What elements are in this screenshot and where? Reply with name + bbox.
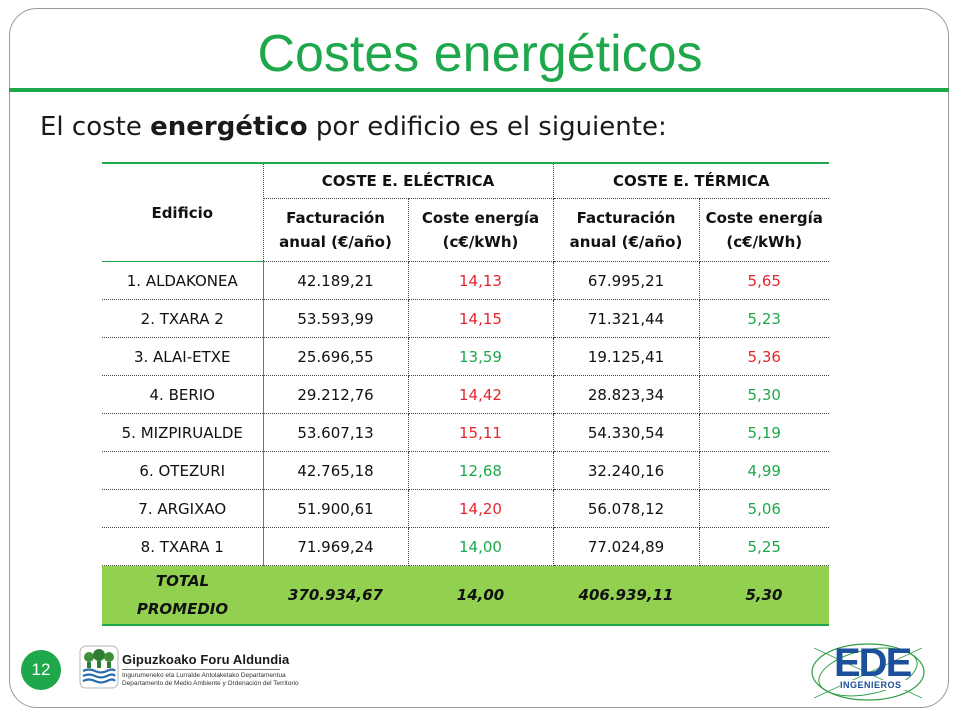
thermal-cost-cell: 5,30 [699, 375, 829, 414]
header-billing-line2: anual (€/año) [569, 233, 683, 251]
building-name-cell: 8. TXARA 1 [102, 527, 264, 566]
gipuzkoa-shield-icon [79, 645, 119, 689]
electric-billing-cell: 42.765,18 [263, 451, 409, 490]
electric-cost-cell: 14,13 [408, 261, 554, 300]
thermal-cost-cell: 5,19 [699, 413, 829, 452]
gipuzkoa-divider [122, 669, 280, 670]
gipuzkoa-dept-es: Departamento de Medio Ambiente y Ordenac… [122, 680, 299, 687]
ede-letters: EDE [834, 641, 912, 685]
thermal-billing-cell: 19.125,41 [553, 337, 700, 376]
subtitle-bold: energético [150, 112, 308, 142]
slide-frame [9, 8, 949, 708]
gipuzkoa-dept-eu: Ingurumeneko eta Lurralde Antolaketako D… [122, 672, 286, 679]
building-name-cell: 5. MIZPIRUALDE [102, 413, 264, 452]
thermal-billing-cell: 54.330,54 [553, 413, 700, 452]
table-row: 5. MIZPIRUALDE 53.607,13 15,11 54.330,54 5,1… [102, 413, 829, 452]
energy-cost-table: Edificio COSTE E. ELÉCTRICA COSTE E. TÉR… [102, 162, 829, 626]
total-thermal-billing: 406.939,11 [553, 565, 699, 626]
electric-billing-cell: 53.593,99 [263, 299, 409, 338]
thermal-billing-cell: 67.995,21 [553, 261, 700, 300]
electric-billing-cell: 51.900,61 [263, 489, 409, 528]
thermal-cost-cell: 5,65 [699, 261, 829, 300]
header-cost-line1: Coste energía [705, 209, 823, 227]
electric-cost-cell: 14,00 [408, 527, 554, 566]
thermal-cost-cell: 4,99 [699, 451, 829, 490]
page-number-badge: 12 [21, 650, 61, 690]
header-cost-line1: Coste energía [421, 209, 540, 227]
header-cost-line2: (c€/kWh) [442, 233, 519, 251]
thermal-billing-cell: 32.240,16 [553, 451, 700, 490]
header-billing-line1: Facturación [286, 209, 385, 227]
thermal-billing-cell: 71.321,44 [553, 299, 700, 338]
header-building: Edificio [102, 162, 264, 262]
electric-cost-cell: 13,59 [408, 337, 554, 376]
building-name-cell: 3. ALAI-ETXE [102, 337, 264, 376]
total-label-line2: PROMEDIO [136, 600, 229, 618]
header-billing-line2: anual (€/año) [279, 233, 392, 251]
electric-cost-cell: 15,11 [408, 413, 554, 452]
total-electric-billing: 370.934,67 [263, 565, 408, 626]
ede-logo-text: EDE INGENIEROS [834, 641, 912, 690]
total-electric-cost: 14,00 [408, 565, 553, 626]
table-row: 4. BERIO 29.212,76 14,42 28.823,34 5,30 [102, 375, 829, 414]
header-electric-billing: Facturación anual (€/año) [263, 198, 409, 262]
slide-title: Costes energéticos [257, 25, 703, 83]
thermal-cost-cell: 5,36 [699, 337, 829, 376]
electric-cost-cell: 14,15 [408, 299, 554, 338]
building-name-cell: 4. BERIO [102, 375, 264, 414]
header-thermal-cost: Coste energía (c€/kWh) [699, 198, 829, 262]
gipuzkoa-name: Gipuzkoako Foru Aldundia [122, 652, 290, 667]
table-row: 3. ALAI-ETXE 25.696,55 13,59 19.125,41 5,36 [102, 337, 829, 376]
header-electric-group: COSTE E. ELÉCTRICA [263, 162, 554, 199]
thermal-cost-cell: 5,06 [699, 489, 829, 528]
total-row: TOTAL PROMEDIO 370.934,67 14,00 406.939,1… [102, 565, 829, 626]
table-row: 7. ARGIXAO 51.900,61 14,20 56.078,12 5,06 [102, 489, 829, 528]
header-electric-cost: Coste energía (c€/kWh) [408, 198, 554, 262]
header-thermal-group: COSTE E. TÉRMICA [553, 162, 829, 199]
table-row: 6. OTEZURI 42.765,18 12,68 32.240,16 4,99 [102, 451, 829, 490]
electric-cost-cell: 14,20 [408, 489, 554, 528]
electric-billing-cell: 42.189,21 [263, 261, 409, 300]
total-label: TOTAL PROMEDIO [102, 565, 263, 626]
table-row: 1. ALDAKONEA 42.189,21 14,13 67.995,21 5,65 [102, 261, 829, 300]
subtitle-prefix: El coste [40, 112, 151, 142]
electric-billing-cell: 71.969,24 [263, 527, 409, 566]
table-row: 8. TXARA 1 71.969,24 14,00 77.024,89 5,25 [102, 527, 829, 566]
header-cost-line2: (c€/kWh) [726, 233, 803, 251]
building-name-cell: 2. TXARA 2 [102, 299, 264, 338]
title-rule [9, 88, 949, 92]
thermal-cost-cell: 5,23 [699, 299, 829, 338]
ede-ingenieros-logo [811, 643, 925, 701]
electric-billing-cell: 53.607,13 [263, 413, 409, 452]
building-name-cell: 6. OTEZURI [102, 451, 264, 490]
gipuzkoa-logo-text: Gipuzkoako Foru Aldundia Ingurumeneko et… [122, 652, 299, 688]
header-thermal-billing: Facturación anual (€/año) [553, 198, 700, 262]
building-name-cell: 1. ALDAKONEA [102, 261, 264, 300]
thermal-billing-cell: 77.024,89 [553, 527, 700, 566]
thermal-billing-cell: 28.823,34 [553, 375, 700, 414]
thermal-cost-cell: 5,25 [699, 527, 829, 566]
building-name-cell: 7. ARGIXAO [102, 489, 264, 528]
electric-cost-cell: 14,42 [408, 375, 554, 414]
table-row: 2. TXARA 2 53.593,99 14,15 71.321,44 5,23 [102, 299, 829, 338]
header-billing-line1: Facturación [576, 209, 676, 227]
electric-cost-cell: 12,68 [408, 451, 554, 490]
ede-subtitle: INGENIEROS [840, 680, 911, 690]
electric-billing-cell: 29.212,76 [263, 375, 409, 414]
total-label-line1: TOTAL [155, 572, 210, 590]
thermal-billing-cell: 56.078,12 [553, 489, 700, 528]
subtitle-suffix: por edificio es el siguiente: [307, 112, 667, 142]
slide-subtitle: El coste energético por edificio es el s… [40, 112, 667, 142]
total-thermal-cost: 5,30 [699, 565, 829, 626]
electric-billing-cell: 25.696,55 [263, 337, 409, 376]
